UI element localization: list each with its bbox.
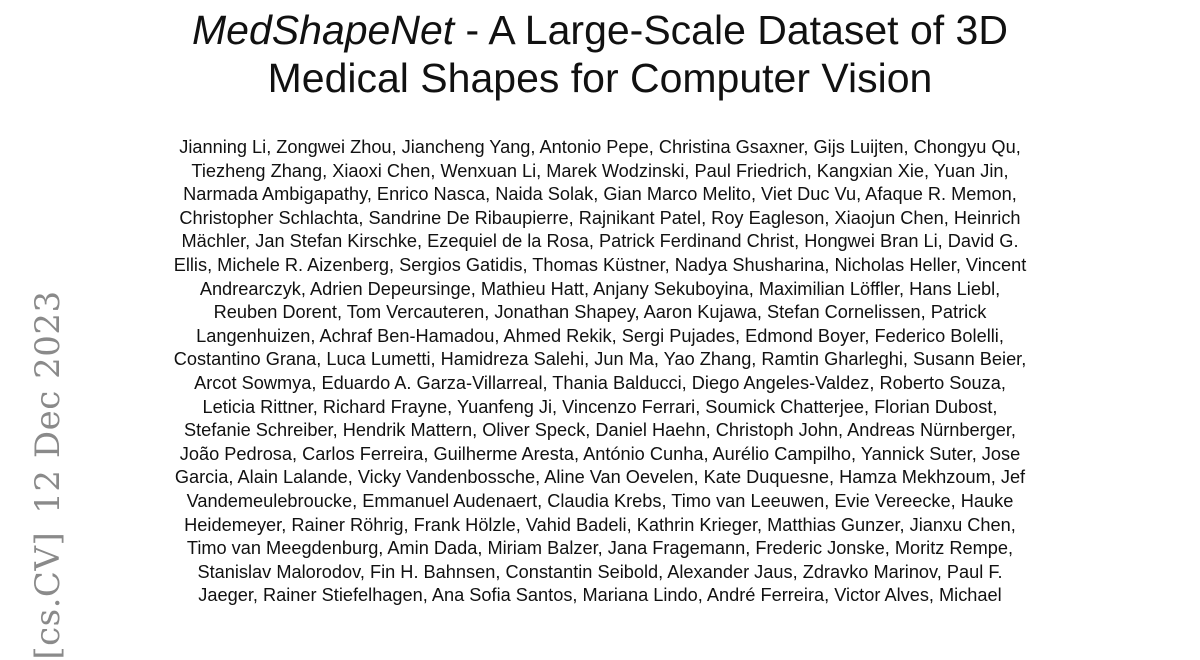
author-line: Vandemeulebroucke, Emmanuel Audenaert, C… bbox=[186, 490, 1014, 511]
author-line: Andrearczyk, Adrien Depeursinge, Mathieu… bbox=[199, 278, 1001, 299]
author-list: Jianning Li, Zongwei Zhou, Jiancheng Yan… bbox=[60, 136, 1140, 608]
arxiv-stamp: [cs.CV] 12 Dec 2023 bbox=[28, 272, 68, 659]
author-line: Leticia Rittner, Richard Frayne, Yuanfen… bbox=[202, 396, 998, 417]
author-line: Costantino Grana, Luca Lumetti, Hamidrez… bbox=[173, 349, 1027, 370]
author-line: Arcot Sowmya, Eduardo A. Garza-Villarrea… bbox=[194, 372, 1006, 393]
author-line: Stanislav Malorodov, Fin H. Bahnsen, Con… bbox=[197, 561, 1003, 582]
author-line: Stefanie Schreiber, Hendrik Mattern, Oli… bbox=[183, 420, 1016, 441]
author-line: Reuben Dorent, Tom Vercauteren, Jonathan… bbox=[213, 302, 987, 323]
title-dataset-name: MedShapeNet bbox=[192, 7, 455, 53]
author-line: Mächler, Jan Stefan Kirschke, Ezequiel d… bbox=[181, 231, 1019, 252]
arxiv-date: 12 Dec 2023 bbox=[28, 290, 68, 514]
author-line: Narmada Ambigapathy, Enrico Nasca, Naida… bbox=[183, 184, 1017, 205]
author-line: Jianning Li, Zongwei Zhou, Jiancheng Yan… bbox=[179, 137, 1021, 157]
title-line-1-rest: - A Large-Scale Dataset of 3D bbox=[454, 7, 1008, 53]
author-line: Timo van Meegdenburg, Amin Dada, Miriam … bbox=[186, 538, 1014, 559]
paper-title: MedShapeNet - A Large-Scale Dataset of 3… bbox=[0, 6, 1200, 102]
title-line-2: Medical Shapes for Computer Vision bbox=[267, 55, 933, 101]
author-line: Ellis, Michele R. Aizenberg, Sergios Gat… bbox=[173, 254, 1027, 275]
author-line: Jaeger, Rainer Stiefelhagen, Ana Sofia S… bbox=[198, 585, 1002, 606]
author-line: Langenhuizen, Achraf Ben-Hamadou, Ahmed … bbox=[196, 325, 1004, 346]
author-line: João Pedrosa, Carlos Ferreira, Guilherme… bbox=[179, 443, 1021, 464]
author-line: Heidemeyer, Rainer Röhrig, Frank Hölzle,… bbox=[184, 514, 1016, 535]
author-line: Garcia, Alain Lalande, Vicky Vandenbossc… bbox=[174, 467, 1026, 488]
arxiv-category: [cs.CV] bbox=[28, 531, 68, 660]
author-line: Tiezheng Zhang, Xiaoxi Chen, Wenxuan Li,… bbox=[191, 160, 1009, 181]
title-line-1: MedShapeNet - A Large-Scale Dataset of 3… bbox=[0, 6, 1200, 54]
author-line: Christopher Schlachta, Sandrine De Ribau… bbox=[179, 207, 1021, 228]
